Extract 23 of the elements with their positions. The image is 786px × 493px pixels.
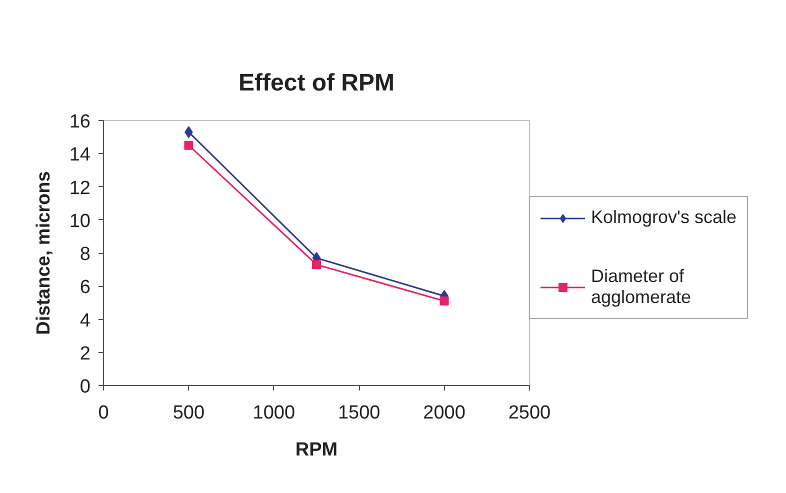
y-tick-label: 6	[80, 277, 91, 298]
y-tick-label: 12	[69, 178, 91, 199]
y-tick-label: 14	[69, 144, 91, 166]
x-tick-label: 1500	[338, 402, 380, 424]
y-tick-label: 10	[69, 210, 91, 232]
y-tick-label: 4	[80, 310, 91, 332]
point	[440, 296, 449, 306]
y-tick-label: 16	[69, 112, 91, 132]
x-tick-label: 1000	[252, 402, 296, 424]
x-tick-label: 0	[98, 402, 109, 424]
y-tick-label: 8	[80, 244, 91, 265]
y-axis-title: Distance, microns	[33, 171, 54, 335]
legend-label: Diameter of agglomerate	[591, 266, 692, 308]
point	[184, 140, 194, 150]
x-tick-label: 2000	[423, 402, 466, 424]
legend-label: Kolmogrov's scale	[591, 207, 736, 228]
x-tick-label: 2500	[508, 402, 551, 424]
x-tick-label: 500	[172, 402, 205, 424]
y-tick-label: 2	[80, 343, 91, 364]
point	[312, 260, 321, 270]
y-tick-label: 0	[80, 376, 91, 398]
x-axis-title: RPM	[295, 440, 338, 460]
chart-title: Effect of RPM	[238, 70, 394, 96]
